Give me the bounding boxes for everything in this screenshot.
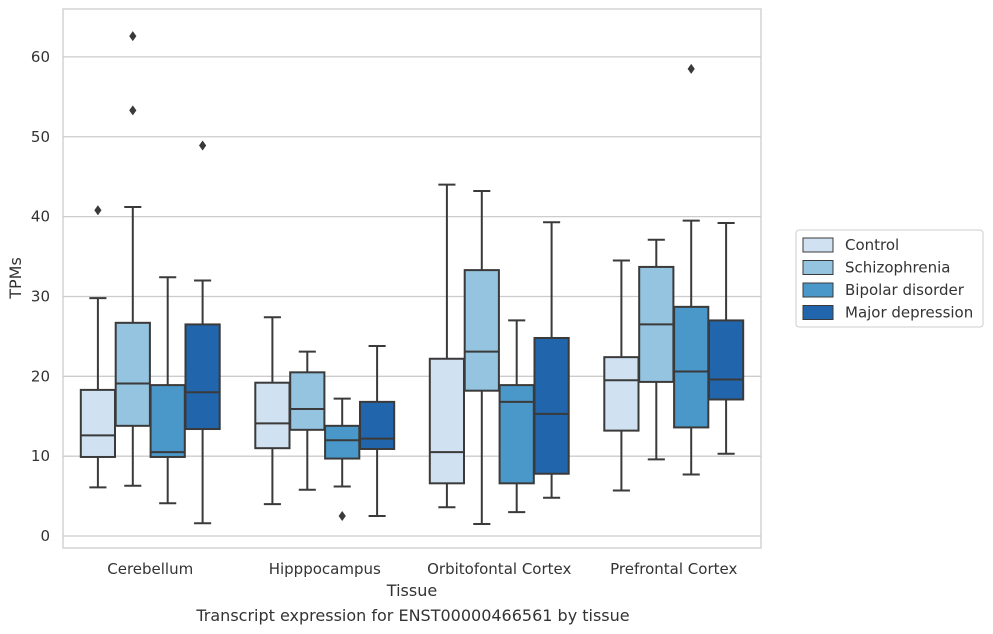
x-tick-label: Orbitofontal Cortex	[427, 560, 571, 578]
legend-swatch	[802, 237, 834, 253]
outlier-point	[199, 140, 207, 151]
legend: Control Schizophrenia Bipolar disorder Majo…	[795, 229, 984, 328]
box	[184, 323, 221, 431]
box	[324, 424, 361, 460]
box	[289, 371, 326, 431]
box-group	[358, 344, 396, 518]
box-group	[533, 221, 570, 499]
legend-label: Bipolar disorder	[845, 281, 965, 299]
y-tick-labels: 0 10 20 30 40 50 60	[31, 48, 50, 545]
y-tick-label: 20	[31, 367, 50, 385]
box-group	[289, 350, 326, 491]
box	[254, 381, 291, 450]
box-group	[254, 316, 291, 506]
legend-swatch	[802, 282, 834, 298]
y-tick-label: 50	[31, 128, 50, 146]
box	[498, 384, 535, 485]
outlier-point	[338, 511, 346, 522]
box-group	[79, 205, 117, 489]
outlier-point	[94, 205, 102, 216]
legend-frame	[795, 229, 984, 328]
y-tick-label: 30	[31, 287, 50, 305]
box	[707, 319, 745, 401]
legend-label: Schizophrenia	[845, 259, 950, 277]
box	[358, 400, 396, 450]
box	[533, 336, 570, 475]
box-group	[673, 63, 710, 476]
x-axis-title: Tissue	[386, 581, 437, 600]
legend-swatch	[802, 260, 834, 275]
boxes	[79, 31, 745, 526]
box-group	[707, 222, 745, 455]
box-group	[324, 397, 361, 522]
box-group	[603, 259, 640, 492]
outlier-point	[687, 63, 695, 74]
outlier-point	[129, 105, 137, 116]
box-group	[149, 276, 186, 505]
x-tick-label: Cerebellum	[107, 560, 193, 578]
chart-caption: Transcript expression for ENST0000046656…	[196, 606, 630, 625]
box	[463, 269, 500, 392]
box	[603, 356, 640, 432]
x-tick-label: Prefrontal Cortex	[610, 560, 737, 578]
box	[428, 357, 466, 485]
y-axis-title: TPMs	[6, 257, 25, 300]
x-tick-label: Hipppocampus	[269, 560, 381, 578]
y-tick-label: 0	[40, 527, 50, 545]
box-group	[498, 319, 535, 514]
outlier-point	[129, 31, 137, 42]
y-tick-label: 10	[31, 447, 50, 465]
box	[114, 321, 151, 427]
box-group	[463, 190, 500, 526]
legend-swatch	[802, 305, 834, 320]
box	[673, 305, 710, 429]
x-tick-labels: Cerebellum Hipppocampus Orbitofontal Corte…	[107, 560, 737, 578]
legend-label: Control	[845, 236, 899, 254]
y-tick-label: 40	[31, 208, 50, 226]
plot-frame	[62, 8, 762, 549]
y-tick-label: 60	[31, 48, 50, 66]
box-group	[428, 183, 466, 509]
box	[79, 388, 117, 458]
box-group	[114, 31, 151, 487]
legend-label: Major depression	[845, 304, 973, 322]
box	[149, 384, 186, 458]
box-group	[638, 238, 675, 461]
box-group	[184, 140, 221, 525]
